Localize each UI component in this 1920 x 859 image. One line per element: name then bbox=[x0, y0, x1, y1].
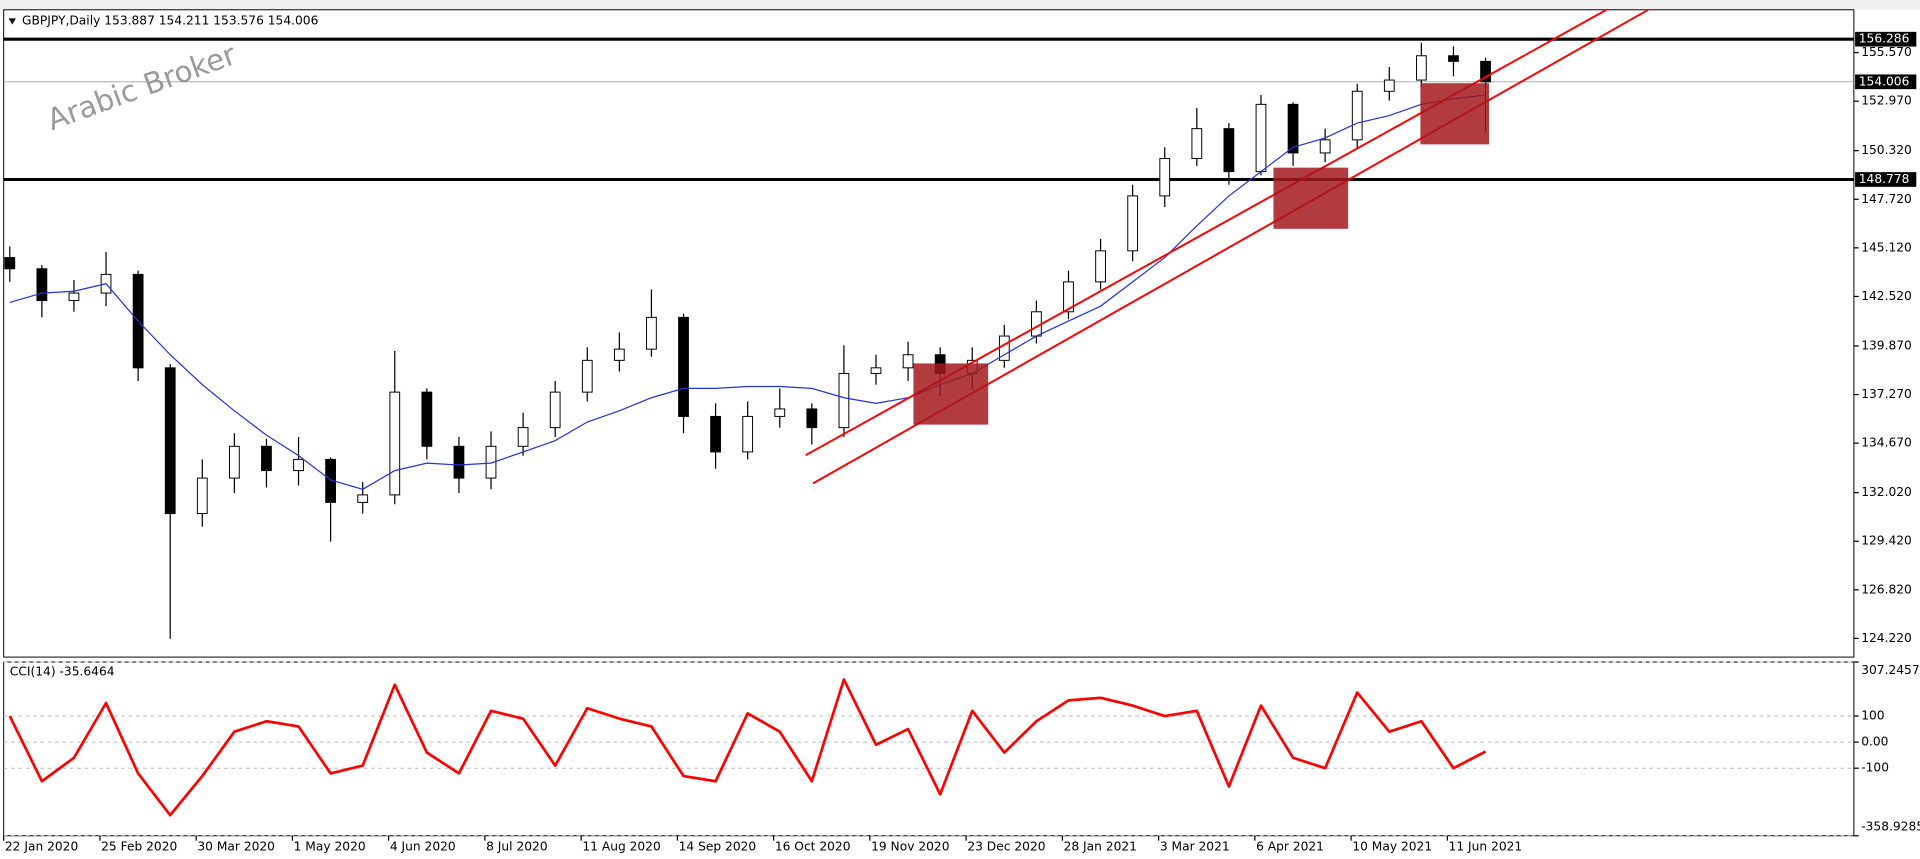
candle-body bbox=[646, 316, 657, 350]
candle-body bbox=[613, 348, 625, 361]
candle-body bbox=[1448, 55, 1459, 62]
candle-body bbox=[1095, 250, 1106, 283]
menu-arrow bbox=[8, 18, 16, 25]
x-tick-label: 6 Apr 2021 bbox=[1256, 839, 1324, 853]
price-level-label: 156.286 bbox=[1859, 32, 1910, 46]
candle-body bbox=[1383, 79, 1395, 92]
x-tick-label: 30 Mar 2020 bbox=[197, 839, 275, 853]
candle-body bbox=[1255, 103, 1267, 173]
zone-box bbox=[913, 363, 989, 425]
y-tick-label: 307.2457 bbox=[1861, 663, 1919, 677]
x-tick-label: 22 Jan 2020 bbox=[5, 839, 78, 853]
candle-body bbox=[68, 292, 80, 302]
candle-body bbox=[1159, 158, 1171, 197]
candle-body bbox=[357, 494, 369, 503]
channel bbox=[805, 8, 1649, 485]
candle-body bbox=[1416, 55, 1427, 81]
x-tick-label: 11 Aug 2020 bbox=[582, 839, 660, 853]
y-tick-label: -100 bbox=[1861, 761, 1889, 775]
x-tick-label: 4 Jun 2020 bbox=[390, 839, 456, 853]
candle-body bbox=[1223, 128, 1235, 173]
price-level-label: 154.006 bbox=[1859, 74, 1910, 88]
candle-body bbox=[902, 354, 914, 369]
chart-title: GBPJPY,Daily 153.887 154.211 153.576 154… bbox=[22, 13, 319, 27]
y-tick-label: 147.720 bbox=[1861, 192, 1912, 206]
candle-body bbox=[806, 408, 818, 429]
candle-body bbox=[549, 391, 561, 429]
x-tick-label: 3 Mar 2021 bbox=[1160, 839, 1230, 853]
y-tick-label: 129.420 bbox=[1861, 534, 1912, 548]
candle-body bbox=[36, 268, 48, 302]
price-level-box bbox=[1855, 172, 1917, 187]
candle-body bbox=[742, 415, 754, 453]
y-tick-label: 150.320 bbox=[1861, 143, 1912, 157]
price-level-label: 148.778 bbox=[1859, 172, 1910, 186]
y-tick-label: -358.9285 bbox=[1861, 820, 1920, 834]
x-tick-label: 11 Jun 2021 bbox=[1449, 839, 1523, 853]
y-tick-label: 124.220 bbox=[1861, 631, 1912, 645]
y-tick-label: 145.120 bbox=[1861, 240, 1912, 254]
candle-body bbox=[710, 415, 721, 453]
candle-body bbox=[1063, 281, 1074, 313]
y-tick-label: 126.820 bbox=[1861, 582, 1912, 596]
x-tick-label: 1 May 2020 bbox=[294, 839, 366, 853]
candle-body bbox=[228, 445, 240, 479]
price-pane bbox=[3, 9, 1855, 658]
candle-body bbox=[1319, 139, 1331, 154]
candle-body bbox=[261, 445, 272, 472]
candle-body bbox=[453, 445, 465, 479]
y-tick-label: 152.970 bbox=[1861, 94, 1912, 108]
y-tick-label: 100 bbox=[1861, 709, 1884, 723]
candle-body bbox=[581, 359, 593, 393]
candle-body bbox=[517, 427, 529, 447]
price-level-box bbox=[1855, 74, 1917, 90]
marks bbox=[3, 37, 1854, 837]
candle-body bbox=[1351, 90, 1363, 141]
x-tick-label: 19 Nov 2020 bbox=[871, 839, 949, 853]
y-tick-label: 132.020 bbox=[1861, 485, 1912, 499]
x-tick-label: 10 May 2021 bbox=[1352, 839, 1432, 853]
zone-box bbox=[1420, 83, 1489, 145]
x-tick-label: 23 Dec 2020 bbox=[967, 839, 1045, 853]
candle-body bbox=[838, 372, 850, 429]
candle-body bbox=[293, 458, 304, 472]
x-tick-label: 25 Feb 2020 bbox=[101, 839, 177, 853]
x-tick-label: 8 Jul 2020 bbox=[486, 839, 547, 853]
x-tick-label: 28 Jan 2021 bbox=[1064, 839, 1137, 853]
labels: 155.570 152.970 150.320 147.720 145.120 142.5… bbox=[3, 31, 1920, 853]
candle-body bbox=[1127, 195, 1139, 252]
candle-body bbox=[774, 408, 786, 417]
y-tick-label: 155.570 bbox=[1861, 45, 1912, 59]
cci-line bbox=[8, 678, 1487, 817]
candle-body bbox=[421, 391, 433, 447]
candle-body bbox=[678, 316, 689, 417]
candle-body bbox=[1287, 103, 1299, 154]
candle-body bbox=[870, 367, 882, 374]
indicator-title: CCI(14) -35.6464 bbox=[10, 664, 115, 678]
candle-body bbox=[4, 257, 16, 270]
candle-body bbox=[389, 391, 401, 496]
zone-box bbox=[1273, 167, 1349, 229]
candle-body bbox=[1191, 128, 1203, 160]
y-tick-label: 137.270 bbox=[1861, 387, 1912, 401]
y-tick-label: 142.520 bbox=[1861, 289, 1912, 303]
y-tick-label: 0.00 bbox=[1861, 735, 1888, 749]
candle-body bbox=[164, 367, 176, 515]
candle-body bbox=[1480, 60, 1491, 83]
cci-pane bbox=[3, 661, 1855, 837]
candle-body bbox=[196, 477, 208, 515]
y-tick-label: 134.670 bbox=[1861, 436, 1912, 450]
x-tick-label: 14 Sep 2020 bbox=[679, 839, 757, 853]
y-tick-label: 139.870 bbox=[1861, 338, 1912, 352]
candle-body bbox=[485, 445, 497, 479]
moving-average bbox=[9, 94, 1486, 490]
price-level-box bbox=[1855, 31, 1917, 47]
toolbar-strip bbox=[0, 0, 1920, 10]
x-tick-label: 16 Oct 2020 bbox=[775, 839, 851, 853]
